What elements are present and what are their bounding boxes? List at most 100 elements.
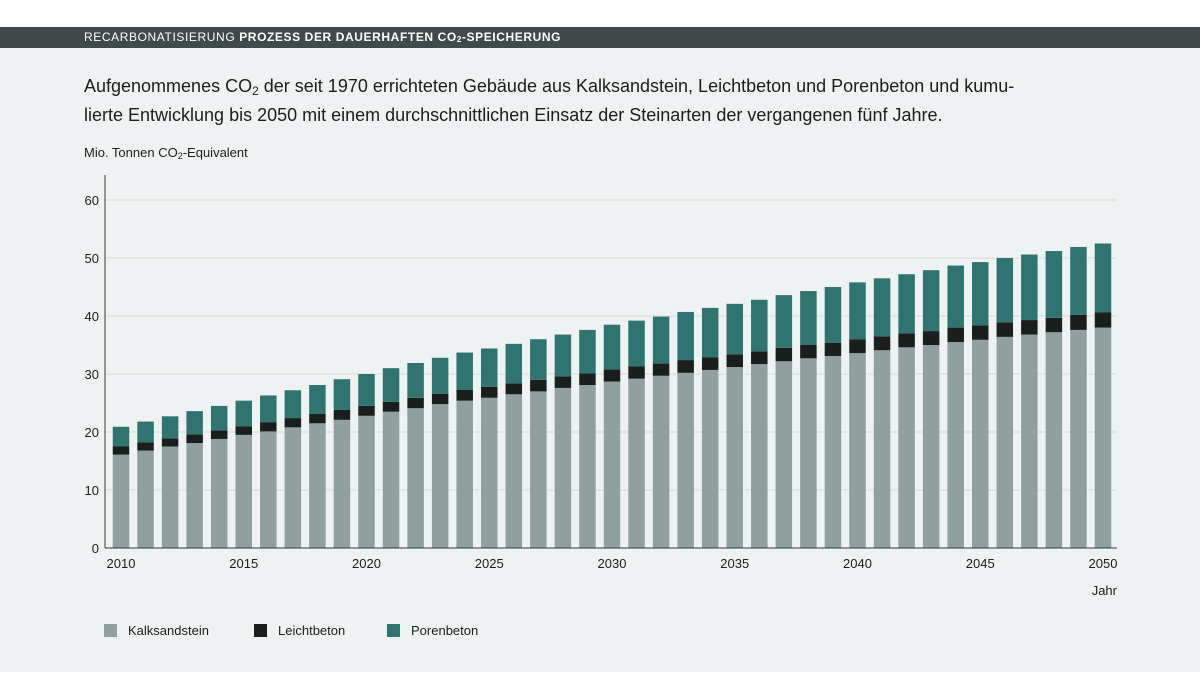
- y-tick-label-40: 40: [85, 309, 99, 324]
- bar-leichtbeton-2026: [505, 383, 523, 395]
- bar-kalksandstein-2044: [947, 342, 964, 548]
- bar-kalksandstein-2019: [333, 419, 351, 548]
- bar-kalksandstein-2021: [382, 411, 400, 548]
- bar-kalksandstein-2031: [628, 378, 645, 548]
- bar-porenbeton-2038: [800, 291, 817, 345]
- bar-leichtbeton-2014: [210, 430, 228, 439]
- bar-porenbeton-2035: [726, 303, 743, 355]
- bar-kalksandstein-2011: [137, 450, 154, 548]
- x-axis-label: Jahr: [1092, 583, 1118, 598]
- bar-porenbeton-2042: [898, 274, 915, 334]
- bar-kalksandstein-2035: [726, 367, 743, 548]
- bar-porenbeton-2013: [186, 411, 203, 435]
- bar-leichtbeton-2039: [824, 342, 842, 357]
- bar-porenbeton-2045: [972, 262, 989, 326]
- y-tick-label-50: 50: [85, 251, 99, 266]
- bar-porenbeton-2040: [849, 282, 866, 340]
- bar-leichtbeton-2036: [751, 351, 768, 365]
- bar-kalksandstein-2041: [873, 350, 891, 548]
- bar-kalksandstein-2030: [603, 381, 621, 548]
- legend-label-porenbeton: Porenbeton: [411, 623, 479, 638]
- bar-porenbeton-2012: [161, 416, 179, 439]
- bar-porenbeton-2025: [481, 348, 498, 387]
- bar-porenbeton-2024: [456, 352, 473, 390]
- bar-leichtbeton-2021: [382, 401, 400, 412]
- bar-leichtbeton-2045: [972, 325, 989, 340]
- bar-porenbeton-2049: [1070, 246, 1087, 315]
- bar-porenbeton-2016: [260, 395, 277, 423]
- y-tick-label-0: 0: [92, 541, 99, 556]
- bar-porenbeton-2033: [677, 311, 694, 361]
- bar-leichtbeton-2020: [358, 405, 375, 416]
- bar-kalksandstein-2040: [849, 353, 866, 548]
- bar-leichtbeton-2010: [112, 446, 130, 455]
- chart-panel: RECARBONATISIERUNG PROZESS DER DAUERHAFT…: [0, 27, 1200, 672]
- bar-leichtbeton-2018: [309, 414, 326, 424]
- bar-porenbeton-2021: [382, 368, 400, 402]
- bar-porenbeton-2017: [284, 390, 302, 419]
- x-tick-label-2050: 2050: [1089, 556, 1118, 571]
- x-tick-label-2020: 2020: [352, 556, 381, 571]
- y-tick-label-20: 20: [85, 425, 99, 440]
- bar-leichtbeton-2022: [407, 397, 424, 409]
- bar-leichtbeton-2027: [530, 379, 547, 392]
- legend-label-leichtbeton: Leichtbeton: [278, 623, 346, 638]
- bar-leichtbeton-2012: [161, 438, 179, 447]
- legend-swatch-kalksandstein: [104, 624, 117, 637]
- y-tick-label-60: 60: [85, 193, 99, 208]
- bar-kalksandstein-2048: [1045, 332, 1063, 548]
- bar-leichtbeton-2044: [947, 327, 964, 343]
- bar-leichtbeton-2017: [284, 418, 302, 428]
- bar-kalksandstein-2046: [996, 336, 1014, 548]
- bar-porenbeton-2047: [1021, 254, 1038, 321]
- bar-leichtbeton-2047: [1021, 320, 1038, 335]
- x-tick-label-2025: 2025: [475, 556, 504, 571]
- bar-leichtbeton-2040: [849, 339, 866, 354]
- bar-leichtbeton-2033: [677, 360, 694, 373]
- legend-swatch-porenbeton: [387, 624, 400, 637]
- bar-kalksandstein-2015: [235, 434, 252, 548]
- bar-leichtbeton-2042: [898, 333, 915, 348]
- bar-porenbeton-2050: [1094, 243, 1112, 313]
- bar-porenbeton-2018: [309, 385, 326, 415]
- bar-leichtbeton-2024: [456, 389, 473, 401]
- bar-kalksandstein-2028: [554, 387, 572, 548]
- bar-kalksandstein-2012: [161, 446, 179, 548]
- bar-porenbeton-2011: [137, 421, 154, 443]
- y-tick-label-30: 30: [85, 367, 99, 382]
- bar-kalksandstein-2025: [481, 397, 498, 548]
- bar-kalksandstein-2014: [210, 438, 228, 548]
- bar-porenbeton-2030: [603, 324, 621, 370]
- bar-leichtbeton-2046: [996, 322, 1014, 337]
- bar-kalksandstein-2033: [677, 372, 694, 548]
- x-tick-label-2040: 2040: [843, 556, 872, 571]
- legend-swatch-leichtbeton: [254, 624, 267, 637]
- bar-leichtbeton-2031: [628, 366, 645, 379]
- bar-porenbeton-2031: [628, 320, 645, 367]
- bar-kalksandstein-2020: [358, 415, 375, 548]
- bar-leichtbeton-2025: [481, 386, 498, 398]
- bar-porenbeton-2015: [235, 400, 252, 427]
- bar-leichtbeton-2030: [603, 369, 621, 382]
- legend-label-kalksandstein: Kalksandstein: [128, 623, 209, 638]
- bar-porenbeton-2014: [210, 405, 228, 431]
- bar-kalksandstein-2027: [530, 391, 547, 548]
- chart-subtitle: Aufgenommenes CO2 der seit 1970 errichte…: [84, 76, 1015, 125]
- bar-kalksandstein-2036: [751, 364, 768, 548]
- bar-porenbeton-2037: [775, 295, 793, 348]
- bar-porenbeton-2028: [554, 334, 572, 377]
- bar-leichtbeton-2035: [726, 354, 743, 368]
- bar-kalksandstein-2050: [1094, 327, 1112, 548]
- bar-porenbeton-2022: [407, 362, 424, 398]
- bar-leichtbeton-2037: [775, 347, 793, 362]
- bar-kalksandstein-2026: [505, 394, 523, 548]
- x-tick-label-2035: 2035: [720, 556, 749, 571]
- bar-porenbeton-2020: [358, 374, 375, 406]
- bar-leichtbeton-2034: [701, 357, 719, 370]
- bar-kalksandstein-2039: [824, 356, 842, 548]
- bar-porenbeton-2046: [996, 258, 1014, 323]
- bar-kalksandstein-2022: [407, 408, 424, 548]
- bar-kalksandstein-2047: [1021, 334, 1038, 548]
- bar-kalksandstein-2016: [260, 431, 277, 548]
